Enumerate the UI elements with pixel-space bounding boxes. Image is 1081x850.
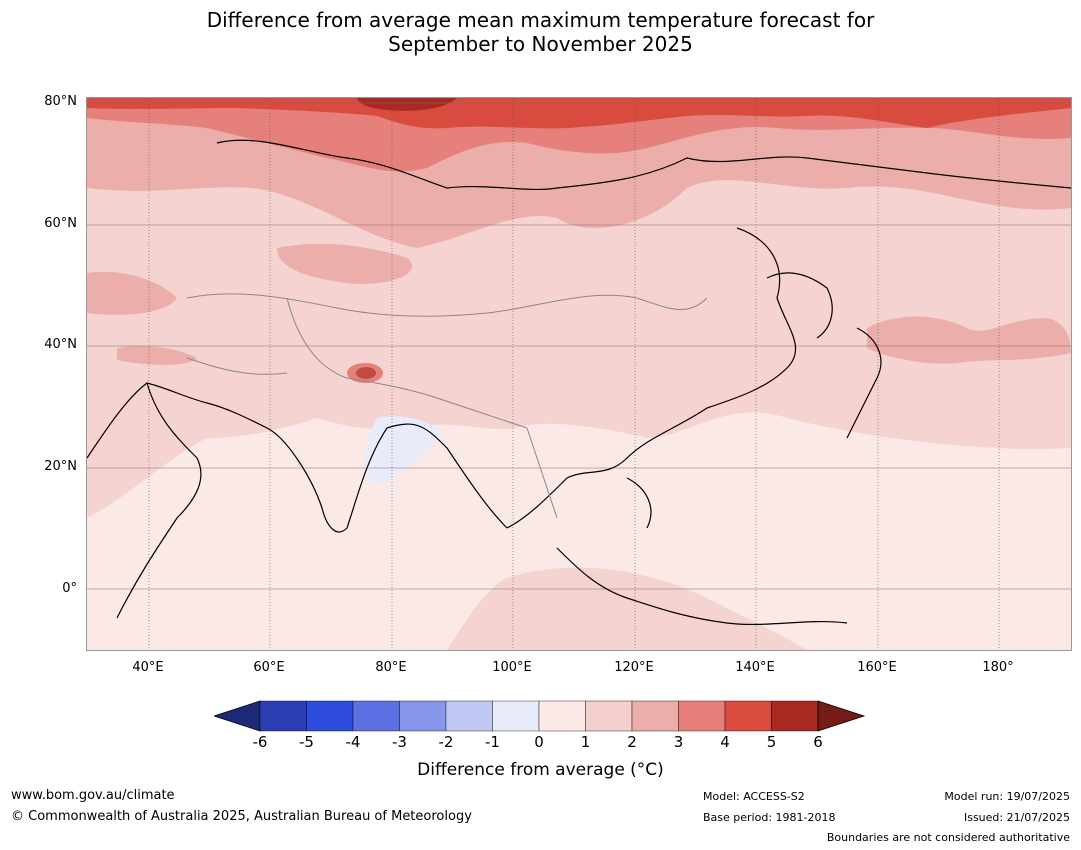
colorbar-swatch [538, 700, 586, 732]
colorbar-swatch [585, 700, 633, 732]
map-svg [87, 98, 1071, 650]
colorbar-arrow-low [214, 700, 261, 732]
lon-label-180: 180° [982, 660, 1014, 675]
base-period-text: Base period: 1981-2018 [703, 811, 836, 824]
colorbar-tick-label: 4 [720, 733, 730, 751]
colorbar-tick-label: -2 [438, 733, 454, 751]
colorbar-swatch [678, 700, 726, 732]
lon-label-40e: 40°E [132, 660, 164, 675]
anomaly-2-3-region-pacific [867, 316, 1071, 364]
hotspot-inner [356, 367, 376, 379]
lon-label-160e: 160°E [857, 660, 897, 675]
colorbar-swatch [724, 700, 772, 732]
colorbar-tick-label: 2 [627, 733, 637, 751]
lon-label-120e: 120°E [614, 660, 654, 675]
title-line-2: September to November 2025 [388, 32, 693, 56]
disclaimer-text: Boundaries are not considered authoritat… [826, 831, 1070, 844]
colorbar-swatch [259, 700, 307, 732]
colorbar-tick-label: -3 [392, 733, 407, 751]
lon-label-100e: 100°E [492, 660, 532, 675]
anomaly-2-3-region-caspian [117, 346, 197, 365]
colorbar-tick-label: 5 [766, 733, 777, 751]
issued-text: Issued: 21/07/2025 [963, 811, 1070, 824]
model-run-text: Model run: 19/07/2025 [944, 790, 1070, 803]
colorbar-swatch [771, 700, 819, 732]
lon-label-60e: 60°E [253, 660, 285, 675]
lat-label-20n: 20°N [44, 459, 77, 474]
lon-label-80e: 80°E [375, 660, 407, 675]
colorbar [214, 700, 866, 732]
colorbar-tick-label: 0 [534, 733, 544, 751]
anomaly-5-6-region [357, 98, 457, 111]
colorbar-title: Difference from average (°C) [417, 760, 664, 780]
colorbar-tick-label: -4 [345, 733, 361, 751]
map-title: Difference from average mean maximum tem… [0, 8, 1081, 56]
anomaly-4-5-region [87, 98, 1071, 129]
anomaly-1-2-region-south [447, 567, 807, 650]
anomaly-2-3-region-west [87, 271, 177, 315]
colorbar-swatch [306, 700, 354, 732]
colorbar-tick-label: -6 [252, 733, 268, 751]
anomaly-2-3-region-central [277, 243, 413, 284]
colorbar-tick-label: -5 [299, 733, 314, 751]
lat-label-40n: 40°N [44, 337, 77, 352]
forecast-map [86, 97, 1072, 651]
colorbar-tick-label: 3 [673, 733, 684, 751]
colorbar-tick-label: 1 [580, 733, 591, 751]
model-text: Model: ACCESS-S2 [703, 790, 805, 803]
colorbar-swatch [445, 700, 493, 732]
colorbar-arrow-high [817, 700, 866, 732]
copyright-text: © Commonwealth of Australia 2025, Austra… [11, 809, 472, 824]
lat-label-60n: 60°N [44, 216, 77, 231]
country-borders [186, 293, 708, 519]
colorbar-swatch [399, 700, 447, 732]
coastlines [87, 139, 1071, 626]
colorbar-swatch [631, 700, 679, 732]
colorbar-swatch [492, 700, 540, 732]
lat-label-80n: 80°N [44, 94, 77, 109]
title-line-1: Difference from average mean maximum tem… [206, 8, 875, 32]
colorbar-swatch [352, 700, 400, 732]
lon-label-140e: 140°E [735, 660, 775, 675]
colorbar-tick-label: -1 [485, 733, 500, 751]
lat-label-0: 0° [62, 581, 77, 596]
website-link[interactable]: www.bom.gov.au/climate [11, 788, 175, 803]
colorbar-tick-label: 6 [813, 733, 823, 751]
anomaly-3-4-region [87, 98, 1071, 172]
lat-gridlines [87, 102, 1071, 590]
